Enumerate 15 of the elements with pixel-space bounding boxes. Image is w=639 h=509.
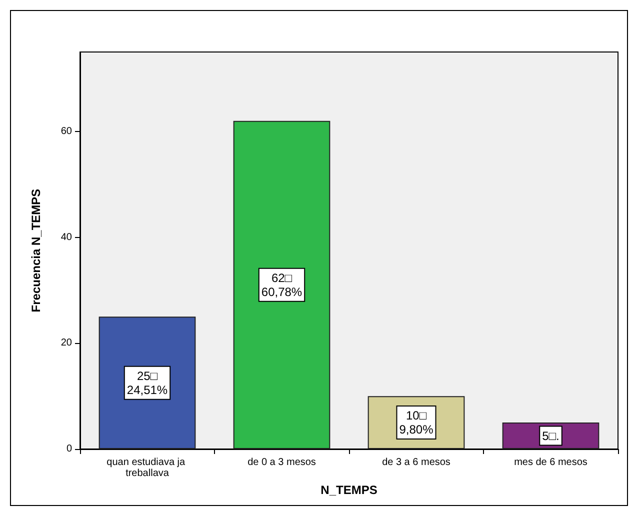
y-axis-title: Frecuencia N_TEMPS	[29, 188, 43, 312]
x-tick-label: mes de 6 mesos	[514, 457, 588, 468]
y-tick-label: 60	[60, 126, 72, 137]
data-label: 62□ 60,78%	[261, 270, 302, 299]
data-label: 10□ 9,80%	[399, 408, 434, 437]
y-tick-label: 20	[60, 338, 72, 349]
x-tick-label: quan estudiava ja treballava	[106, 457, 188, 479]
x-axis-title: N_TEMPS	[320, 482, 378, 497]
data-label: 5□.	[542, 428, 560, 443]
y-tick-label: 0	[66, 444, 72, 454]
data-label: 25□ 24,51%	[126, 368, 168, 397]
x-tick-label: de 0 a 3 mesos	[248, 457, 316, 468]
y-tick-label: 40	[60, 232, 72, 243]
x-tick-label: de 3 a 6 mesos	[382, 457, 450, 468]
bar	[233, 120, 330, 449]
